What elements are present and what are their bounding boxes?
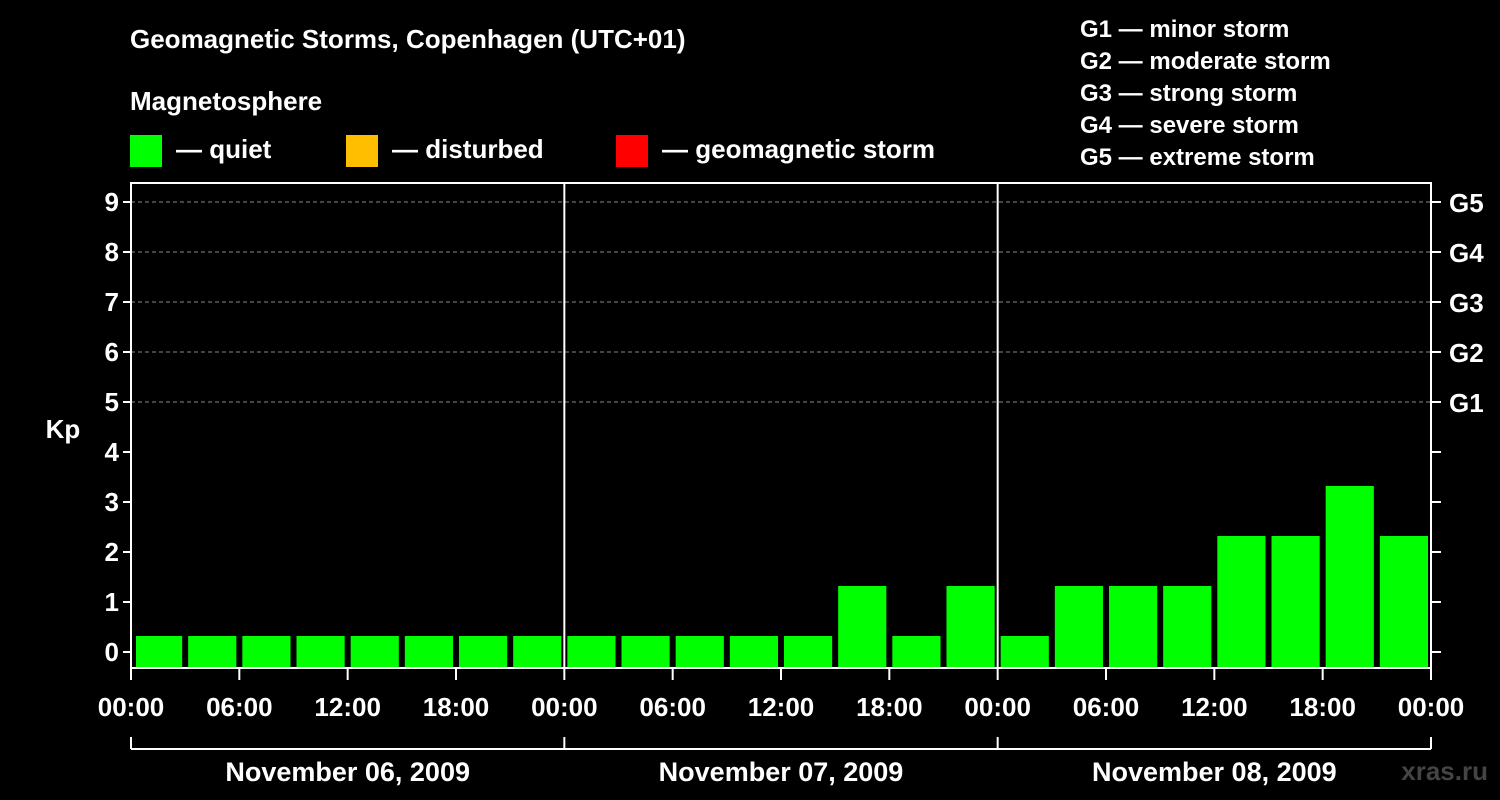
bar-18 bbox=[1109, 586, 1158, 668]
bar-23 bbox=[1379, 536, 1428, 668]
x-tick-label-7: 18:00 bbox=[856, 692, 923, 722]
bar-20 bbox=[1217, 536, 1266, 668]
g-label-G3: G3 bbox=[1449, 288, 1484, 318]
x-tick-label-8: 00:00 bbox=[964, 692, 1031, 722]
bar-9 bbox=[621, 636, 670, 668]
watermark: xras.ru bbox=[1401, 756, 1488, 786]
x-tick-label-1: 06:00 bbox=[206, 692, 273, 722]
day-label-1: November 07, 2009 bbox=[659, 757, 904, 787]
y-tick-label-1: 1 bbox=[105, 587, 119, 617]
bar-12 bbox=[784, 636, 833, 668]
storm-scale-g2: G2 — moderate storm bbox=[1080, 48, 1331, 75]
x-tick-label-12: 00:00 bbox=[1398, 692, 1465, 722]
chart-subtitle: Magnetosphere bbox=[130, 86, 323, 116]
y-tick-label-5: 5 bbox=[105, 387, 119, 417]
bar-21 bbox=[1271, 536, 1320, 668]
storm-scale-g3: G3 — strong storm bbox=[1080, 80, 1298, 107]
x-tick-label-10: 12:00 bbox=[1181, 692, 1248, 722]
day-label-2: November 08, 2009 bbox=[1092, 757, 1337, 787]
bar-11 bbox=[729, 636, 778, 668]
bar-10 bbox=[675, 636, 724, 668]
x-tick-label-0: 00:00 bbox=[98, 692, 165, 722]
g-label-G4: G4 bbox=[1449, 238, 1484, 268]
bar-13 bbox=[838, 586, 887, 668]
storm-scale-g5: G5 — extreme storm bbox=[1080, 144, 1315, 171]
bar-7 bbox=[513, 636, 562, 668]
bar-4 bbox=[350, 636, 399, 668]
legend-label-disturbed: — disturbed bbox=[392, 134, 544, 164]
bar-2 bbox=[242, 636, 291, 668]
legend-swatch-disturbed bbox=[346, 135, 378, 167]
legend-label-quiet: — quiet bbox=[176, 134, 272, 164]
g-label-G1: G1 bbox=[1449, 388, 1484, 418]
y-tick-label-8: 8 bbox=[105, 237, 119, 267]
storm-scale-list: G1 — minor storm G2 — moderate storm G3 … bbox=[1080, 14, 1331, 174]
x-tick-label-3: 18:00 bbox=[423, 692, 490, 722]
y-axis-label: Kp bbox=[46, 414, 81, 444]
bar-6 bbox=[459, 636, 508, 668]
bar-22 bbox=[1325, 486, 1374, 668]
g-label-G2: G2 bbox=[1449, 338, 1484, 368]
day-label-0: November 06, 2009 bbox=[225, 757, 470, 787]
storm-scale-g1: G1 — minor storm bbox=[1080, 16, 1290, 43]
chart-title: Geomagnetic Storms, Copenhagen (UTC+01) bbox=[130, 24, 686, 54]
bar-8 bbox=[567, 636, 616, 668]
x-tick-label-11: 18:00 bbox=[1289, 692, 1356, 722]
x-tick-label-9: 06:00 bbox=[1073, 692, 1140, 722]
bar-16 bbox=[1000, 636, 1049, 668]
y-tick-label-9: 9 bbox=[105, 187, 119, 217]
legend-swatch-quiet bbox=[130, 135, 162, 167]
y-tick-label-2: 2 bbox=[105, 537, 119, 567]
legend-swatch-storm bbox=[616, 135, 648, 167]
x-tick-label-5: 06:00 bbox=[639, 692, 706, 722]
bar-5 bbox=[404, 636, 453, 668]
y-tick-label-3: 3 bbox=[105, 487, 119, 517]
y-tick-label-4: 4 bbox=[105, 437, 120, 467]
bar-15 bbox=[946, 586, 995, 668]
storm-scale-g4: G4 — severe storm bbox=[1080, 112, 1299, 139]
bar-1 bbox=[188, 636, 237, 668]
bar-0 bbox=[136, 636, 183, 668]
x-tick-label-2: 12:00 bbox=[314, 692, 381, 722]
legend-label-storm: — geomagnetic storm bbox=[662, 134, 936, 164]
bar-3 bbox=[296, 636, 345, 668]
y-tick-label-7: 7 bbox=[105, 287, 119, 317]
g-label-G5: G5 bbox=[1449, 188, 1484, 218]
x-tick-label-4: 00:00 bbox=[531, 692, 598, 722]
x-tick-label-6: 12:00 bbox=[748, 692, 815, 722]
bar-19 bbox=[1163, 586, 1212, 668]
bar-14 bbox=[892, 636, 941, 668]
y-tick-label-6: 6 bbox=[105, 337, 119, 367]
y-tick-label-0: 0 bbox=[105, 637, 119, 667]
bar-17 bbox=[1054, 586, 1103, 668]
